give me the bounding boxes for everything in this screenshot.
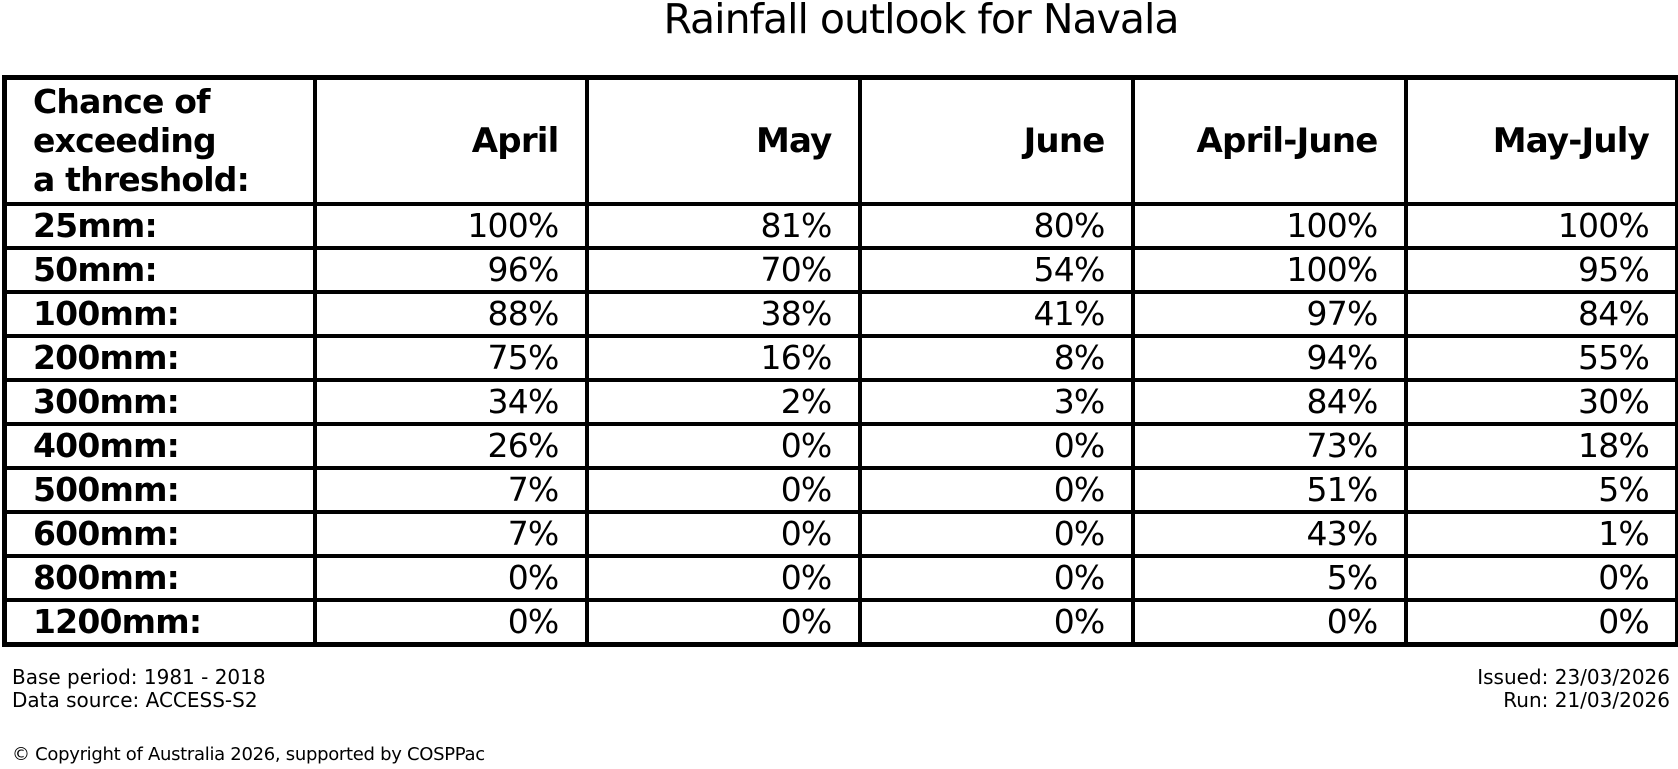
value-cell-1200mm-april-june: 0% <box>1130 597 1408 646</box>
value-cell-400mm-may: 0% <box>584 421 862 470</box>
value-cell-25mm-april: 100% <box>312 201 589 250</box>
value-cell-1200mm-may: 0% <box>584 597 862 646</box>
value-cell-800mm-april: 0% <box>312 553 589 602</box>
value-cell-600mm-may-july: 1% <box>1403 509 1678 558</box>
outlook-table-head-row: Chance of exceeding a threshold: April Ma… <box>2 75 1678 206</box>
value-cell-25mm-june: 80% <box>857 201 1135 250</box>
threshold-label-500mm: 500mm: <box>2 465 317 514</box>
value-cell-300mm-april-june: 84% <box>1130 377 1408 426</box>
column-header-april: April <box>312 75 589 206</box>
value-cell-600mm-may: 0% <box>584 509 862 558</box>
value-cell-100mm-april-june: 97% <box>1130 289 1408 338</box>
column-header-april-june: April-June <box>1130 75 1408 206</box>
value-cell-500mm-may: 0% <box>584 465 862 514</box>
threshold-label-100mm: 100mm: <box>2 289 317 338</box>
value-cell-50mm-june: 54% <box>857 245 1135 294</box>
threshold-label-600mm: 600mm: <box>2 509 317 558</box>
value-cell-200mm-june: 8% <box>857 333 1135 382</box>
value-cell-800mm-may: 0% <box>584 553 862 602</box>
value-cell-300mm-may-july: 30% <box>1403 377 1678 426</box>
value-cell-300mm-april: 34% <box>312 377 589 426</box>
value-cell-500mm-april: 7% <box>312 465 589 514</box>
value-cell-100mm-may: 38% <box>584 289 862 338</box>
data-source-text: Data source: ACCESS-S2 <box>12 688 258 712</box>
value-cell-300mm-june: 3% <box>857 377 1135 426</box>
table-row-50mm: 50mm: 96% 70% 54% 100% 95% <box>2 245 1678 294</box>
value-cell-100mm-may-july: 84% <box>1403 289 1678 338</box>
issued-date-text: Issued: 23/03/2026 <box>1477 665 1670 689</box>
threshold-label-50mm: 50mm: <box>2 245 317 294</box>
value-cell-100mm-june: 41% <box>857 289 1135 338</box>
value-cell-800mm-april-june: 5% <box>1130 553 1408 602</box>
value-cell-400mm-april-june: 73% <box>1130 421 1408 470</box>
value-cell-50mm-may: 70% <box>584 245 862 294</box>
value-cell-1200mm-june: 0% <box>857 597 1135 646</box>
footer-right: Issued: 23/03/2026 Run: 21/03/2026 <box>1477 666 1670 712</box>
value-cell-400mm-april: 26% <box>312 421 589 470</box>
column-header-may-july: May-July <box>1403 75 1678 206</box>
value-cell-25mm-may: 81% <box>584 201 862 250</box>
value-cell-200mm-april-june: 94% <box>1130 333 1408 382</box>
table-row-200mm: 200mm: 75% 16% 8% 94% 55% <box>2 333 1678 382</box>
value-cell-1200mm-april: 0% <box>312 597 589 646</box>
threshold-label-400mm: 400mm: <box>2 421 317 470</box>
value-cell-200mm-may-july: 55% <box>1403 333 1678 382</box>
base-period-text: Base period: 1981 - 2018 <box>12 665 266 689</box>
value-cell-200mm-april: 75% <box>312 333 589 382</box>
threshold-label-200mm: 200mm: <box>2 333 317 382</box>
threshold-label-800mm: 800mm: <box>2 553 317 602</box>
value-cell-50mm-may-july: 95% <box>1403 245 1678 294</box>
page-title: Rainfall outlook for Navala <box>663 0 1179 43</box>
threshold-label-1200mm: 1200mm: <box>2 597 317 646</box>
threshold-label-300mm: 300mm: <box>2 377 317 426</box>
copyright-text: © Copyright of Australia 2026, supported… <box>12 744 485 765</box>
outlook-table: Chance of exceeding a threshold: April Ma… <box>2 75 1678 647</box>
table-row-800mm: 800mm: 0% 0% 0% 5% 0% <box>2 553 1678 602</box>
table-row-400mm: 400mm: 26% 0% 0% 73% 18% <box>2 421 1678 470</box>
value-cell-600mm-june: 0% <box>857 509 1135 558</box>
table-row-100mm: 100mm: 88% 38% 41% 97% 84% <box>2 289 1678 338</box>
value-cell-500mm-may-july: 5% <box>1403 465 1678 514</box>
value-cell-300mm-may: 2% <box>584 377 862 426</box>
table-row-600mm: 600mm: 7% 0% 0% 43% 1% <box>2 509 1678 558</box>
run-date-text: Run: 21/03/2026 <box>1503 688 1670 712</box>
value-cell-500mm-june: 0% <box>857 465 1135 514</box>
value-cell-25mm-may-july: 100% <box>1403 201 1678 250</box>
column-header-may: May <box>584 75 862 206</box>
value-cell-400mm-june: 0% <box>857 421 1135 470</box>
value-cell-800mm-june: 0% <box>857 553 1135 602</box>
value-cell-400mm-may-july: 18% <box>1403 421 1678 470</box>
column-header-june: June <box>857 75 1135 206</box>
corner-header-chance-of-exceeding: Chance of exceeding a threshold: <box>2 75 317 206</box>
table-row-1200mm: 1200mm: 0% 0% 0% 0% 0% <box>2 597 1678 646</box>
value-cell-200mm-may: 16% <box>584 333 862 382</box>
value-cell-600mm-april-june: 43% <box>1130 509 1408 558</box>
table-row-300mm: 300mm: 34% 2% 3% 84% 30% <box>2 377 1678 426</box>
value-cell-1200mm-may-july: 0% <box>1403 597 1678 646</box>
value-cell-50mm-april: 96% <box>312 245 589 294</box>
outlook-table-body: 25mm: 100% 81% 80% 100% 100% 50mm: 96% 70% 54% 100… <box>2 201 1678 646</box>
value-cell-600mm-april: 7% <box>312 509 589 558</box>
table-row-25mm: 25mm: 100% 81% 80% 100% 100% <box>2 201 1678 250</box>
value-cell-25mm-april-june: 100% <box>1130 201 1408 250</box>
table-row-500mm: 500mm: 7% 0% 0% 51% 5% <box>2 465 1678 514</box>
value-cell-100mm-april: 88% <box>312 289 589 338</box>
footer-left: Base period: 1981 - 2018 Data source: AC… <box>12 666 266 712</box>
threshold-label-25mm: 25mm: <box>2 201 317 250</box>
value-cell-800mm-may-july: 0% <box>1403 553 1678 602</box>
value-cell-500mm-april-june: 51% <box>1130 465 1408 514</box>
value-cell-50mm-april-june: 100% <box>1130 245 1408 294</box>
